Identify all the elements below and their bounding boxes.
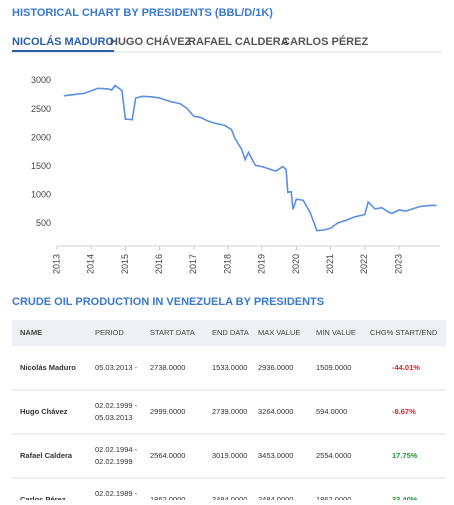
- column-header: PERIOD: [95, 328, 124, 337]
- table-cell: Hugo Chávez: [20, 407, 68, 416]
- table-cell: 3453.0000: [258, 451, 293, 460]
- table-cell: 2484.0000: [212, 495, 247, 500]
- column-header: END DATA: [212, 328, 249, 337]
- x-tick-label: 2018: [222, 254, 232, 274]
- table-cell: 2738.0000: [150, 363, 185, 372]
- x-tick-label: 2016: [154, 254, 164, 274]
- x-tick-label: 2015: [120, 254, 130, 274]
- x-tick-label: 2021: [325, 254, 335, 274]
- section-title: CRUDE OIL PRODUCTION IN VENEZUELA BY PRE…: [12, 296, 324, 308]
- x-tick-label: 2013: [51, 254, 61, 274]
- x-tick-label: 2023: [393, 254, 403, 274]
- column-header: NAME: [20, 328, 42, 337]
- x-tick-label: 2022: [359, 254, 369, 274]
- table-cell: 3264.0000: [258, 407, 293, 416]
- y-tick-label: 3000: [31, 75, 51, 85]
- y-tick-label: 2500: [31, 104, 51, 114]
- table-cell: Rafael Caldera: [20, 451, 73, 460]
- table-cell: 2564.0000: [150, 451, 185, 460]
- table-cell: 1862.0000: [150, 495, 185, 500]
- x-tick-label: 2019: [257, 254, 267, 274]
- table-cell: 33.40%: [392, 495, 418, 500]
- table-cell: -44.01%: [392, 363, 420, 372]
- table-cell: 3019.0000: [212, 451, 247, 460]
- x-tick-label: 2017: [188, 254, 198, 274]
- line-series: [63, 84, 437, 232]
- table-cell: 1533.0000: [212, 363, 247, 372]
- table-cell: 2936.0000: [258, 363, 293, 372]
- table-cell: 2554.0000: [316, 451, 351, 460]
- table-cell: -8.67%: [392, 407, 416, 416]
- table-header-bg: [12, 320, 446, 346]
- table-cell: 1509.0000: [316, 363, 351, 372]
- y-tick-label: 1500: [31, 161, 51, 171]
- table-cell: 02.02.1994 -02.02.1999: [95, 445, 138, 466]
- table-cell: 05.03.2013 -: [95, 363, 138, 372]
- tab[interactable]: CARLOS PÉREZ: [282, 35, 368, 48]
- table-cell: 17.75%: [392, 451, 418, 460]
- table-cell: Nicolás Maduro: [20, 363, 76, 372]
- y-tick-label: 500: [36, 218, 51, 228]
- column-header: MAX VALUE: [258, 328, 300, 337]
- table-cell: 02.02.1989 -02.02.1993: [95, 489, 138, 500]
- x-tick-label: 2014: [86, 254, 96, 274]
- tab[interactable]: RAFAEL CALDERA: [188, 36, 289, 48]
- tab[interactable]: NICOLÁS MADURO: [12, 35, 114, 48]
- y-tick-label: 1000: [31, 190, 51, 200]
- column-header: MIN VALUE: [316, 328, 356, 337]
- column-header: CHG% START/END: [370, 328, 438, 337]
- table-cell: 2999.0000: [150, 407, 185, 416]
- y-tick-label: 2000: [31, 132, 51, 142]
- table-cell: Carlos Pérez: [20, 495, 66, 500]
- table-cell: 02.02.1999 -05.03.2013: [95, 401, 138, 422]
- page-title: HISTORICAL CHART BY PRESIDENTS (BBL/D/1K…: [12, 7, 273, 19]
- x-tick-label: 2020: [291, 254, 301, 274]
- table-cell: 594.0000: [316, 407, 347, 416]
- tab[interactable]: HUGO CHÁVEZ: [110, 35, 192, 48]
- table-cell: 2739.0000: [212, 407, 247, 416]
- table-cell: 1862.0000: [316, 495, 351, 500]
- tab-underline: [12, 50, 115, 52]
- column-header: START DATA: [150, 328, 195, 337]
- table-cell: 2484.0000: [258, 495, 293, 500]
